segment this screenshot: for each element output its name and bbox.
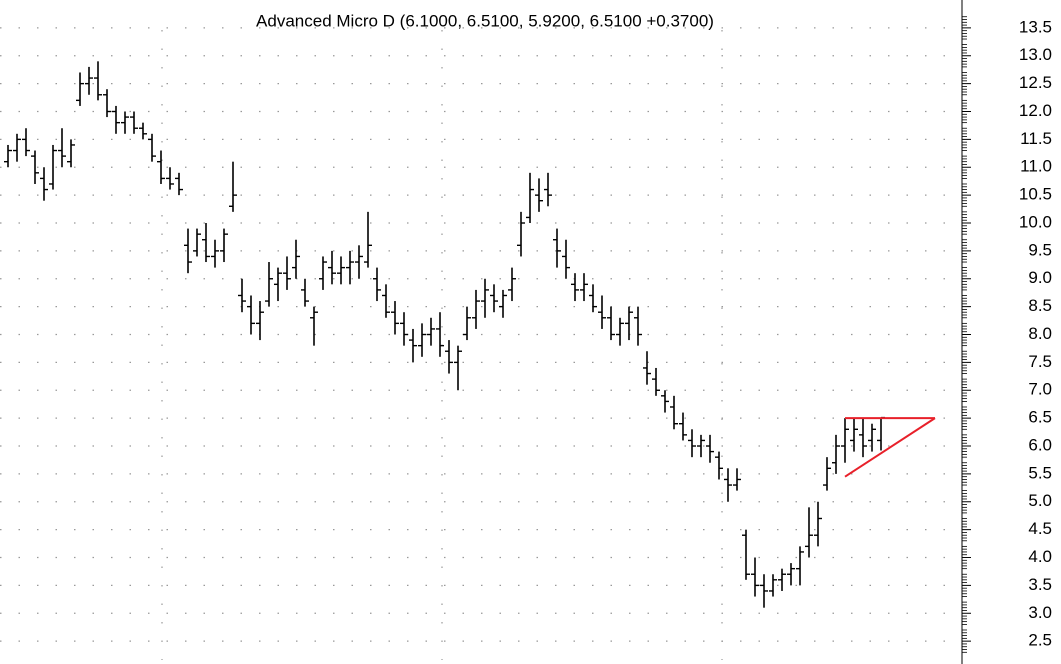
y-tick-label: 12.5 <box>1019 73 1052 92</box>
y-tick-label: 7.0 <box>1028 380 1052 399</box>
y-tick-label: 10.5 <box>1019 185 1052 204</box>
y-tick-label: 8.0 <box>1028 324 1052 343</box>
y-tick-label: 4.0 <box>1028 547 1052 566</box>
y-tick-label: 11.0 <box>1020 157 1052 176</box>
y-tick-label: 7.5 <box>1028 352 1052 371</box>
y-tick-label: 3.5 <box>1028 575 1052 594</box>
y-tick-label: 9.5 <box>1028 240 1052 259</box>
y-tick-label: 2.5 <box>1028 631 1052 650</box>
y-tick-label: 13.0 <box>1019 45 1052 64</box>
y-tick-label: 10.0 <box>1019 212 1052 231</box>
y-tick-label: 11.5 <box>1020 129 1052 148</box>
y-tick-label: 9.0 <box>1028 268 1052 287</box>
trendline <box>844 417 936 478</box>
y-tick-label: 3.0 <box>1028 603 1052 622</box>
y-tick-label: 13.5 <box>1019 17 1052 36</box>
y-tick-label: 4.5 <box>1028 519 1052 538</box>
chart-title: Advanced Micro D (6.1000, 6.5100, 5.9200… <box>256 11 714 30</box>
y-tick-label: 5.0 <box>1028 491 1052 510</box>
y-tick-label: 8.5 <box>1028 296 1052 315</box>
y-tick-label: 6.0 <box>1028 435 1052 454</box>
y-tick-label: 6.5 <box>1028 408 1052 427</box>
y-tick-label: 5.5 <box>1028 463 1052 482</box>
y-tick-label: 12.0 <box>1019 101 1052 120</box>
